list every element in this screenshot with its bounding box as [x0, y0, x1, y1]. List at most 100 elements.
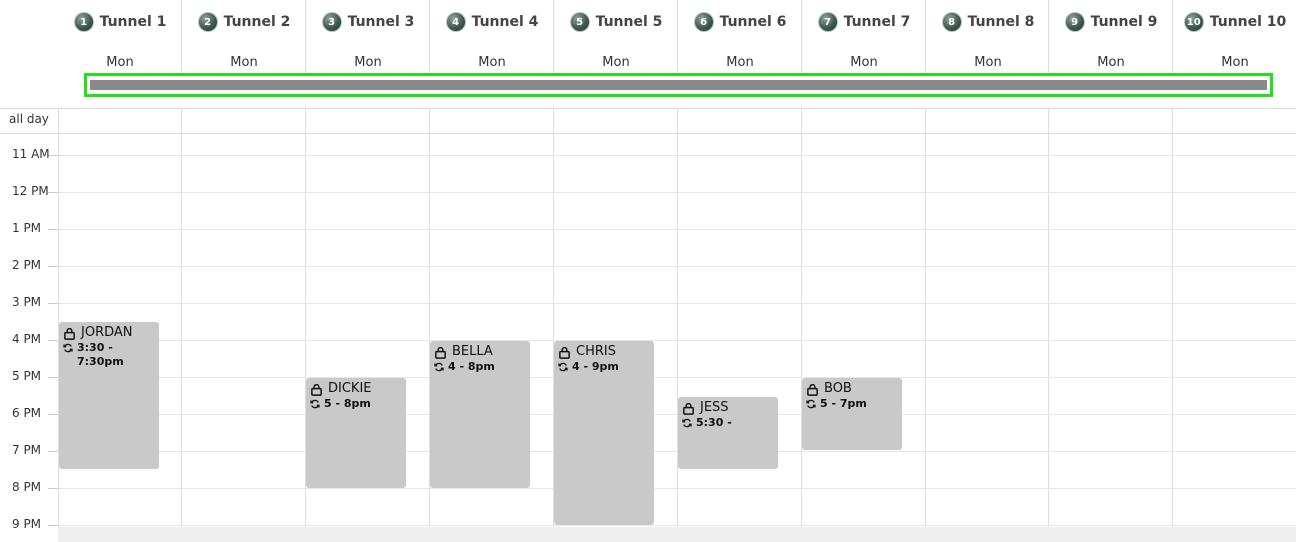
- hour-tick: [48, 377, 58, 378]
- tunnel-column-header[interactable]: 7 Tunnel 7 Mon: [802, 0, 926, 74]
- tunnel-column-header[interactable]: 9 Tunnel 9 Mon: [1049, 0, 1173, 74]
- event-time: 4 - 9pm: [572, 360, 619, 373]
- event-block[interactable]: CHRIS 4 - 9pm: [554, 341, 654, 525]
- hour-tick: [48, 451, 58, 452]
- tunnel-column-header[interactable]: 3 Tunnel 3 Mon: [306, 0, 430, 74]
- column-divider: [1048, 0, 1049, 74]
- tunnel-name: Tunnel 6: [719, 14, 787, 30]
- column-divider: [677, 0, 678, 74]
- event-time: 3:30 - 7:30pm: [77, 341, 124, 368]
- hour-gridline: [58, 340, 1296, 341]
- tunnel-number-icon: 5: [569, 12, 590, 32]
- tunnel-name: Tunnel 9: [1090, 14, 1158, 30]
- hour-gridline: [58, 451, 1296, 452]
- tunnel-name: Tunnel 8: [967, 14, 1035, 30]
- lock-icon: [683, 402, 694, 415]
- hour-label: 1 PM: [12, 221, 42, 235]
- hour-label: 9 PM: [12, 517, 42, 531]
- column-divider: [553, 0, 554, 74]
- tunnel-column-header[interactable]: 4 Tunnel 4 Mon: [430, 0, 554, 74]
- hour-label: 4 PM: [12, 332, 42, 346]
- event-title: JORDAN: [81, 325, 133, 340]
- column-divider: [925, 0, 926, 74]
- tunnel-column-header[interactable]: 5 Tunnel 5 Mon: [554, 0, 678, 74]
- hour-tick: [48, 340, 58, 341]
- event-title: DICKIE: [328, 381, 372, 396]
- repeat-icon: [682, 418, 692, 428]
- day-label: Mon: [1221, 55, 1249, 70]
- event-block[interactable]: JORDAN 3:30 - 7:30pm: [59, 322, 159, 469]
- hour-gridline: [58, 266, 1296, 267]
- lock-icon: [559, 346, 570, 359]
- hour-label: 7 PM: [12, 443, 42, 457]
- column-divider: [181, 0, 182, 74]
- day-label: Mon: [1097, 55, 1125, 70]
- event-block[interactable]: DICKIE 5 - 8pm: [306, 378, 406, 488]
- hour-tick: [48, 266, 58, 267]
- hour-tick: [48, 192, 58, 193]
- hour-gridline: [58, 192, 1296, 193]
- column-divider: [925, 108, 926, 542]
- event-block[interactable]: BOB 5 - 7pm: [802, 378, 902, 450]
- all-day-label: all day: [9, 112, 49, 126]
- tunnel-number-icon: 10: [1183, 12, 1204, 32]
- repeat-icon: [63, 343, 73, 353]
- event-block[interactable]: BELLA 4 - 8pm: [430, 341, 530, 488]
- column-divider: [1172, 0, 1173, 74]
- hour-gridline: [58, 229, 1296, 230]
- lock-icon: [807, 383, 818, 396]
- hour-label: 3 PM: [12, 295, 42, 309]
- hour-gridline: [58, 525, 1296, 526]
- gridline: [0, 108, 1296, 109]
- column-divider: [429, 0, 430, 74]
- repeat-icon: [558, 362, 568, 372]
- hour-gridline: [58, 377, 1296, 378]
- tunnel-number-icon: 9: [1064, 12, 1085, 32]
- hour-label: 6 PM: [12, 406, 42, 420]
- lock-icon: [64, 327, 75, 340]
- tunnel-number-icon: 8: [941, 12, 962, 32]
- resource-header: 1 Tunnel 1 Mon 2 Tunnel 2 Mon 3 Tunnel 3 Mo…: [0, 0, 1296, 108]
- tunnel-number-icon: 7: [817, 12, 838, 32]
- column-divider: [801, 108, 802, 542]
- hour-gridline: [58, 155, 1296, 156]
- event-title: BOB: [824, 381, 852, 396]
- tunnel-column-header[interactable]: 1 Tunnel 1 Mon: [58, 0, 182, 74]
- day-label: Mon: [478, 55, 506, 70]
- hour-tick: [48, 525, 58, 526]
- event-block[interactable]: JESS 5:30 -: [678, 397, 778, 469]
- tunnel-column-header[interactable]: 2 Tunnel 2 Mon: [182, 0, 306, 74]
- event-title: BELLA: [452, 344, 493, 359]
- column-divider: [305, 0, 306, 74]
- column-divider: [677, 108, 678, 542]
- hour-label: 12 PM: [12, 184, 49, 198]
- tunnel-column-header[interactable]: 10 Tunnel 10 Mon: [1173, 0, 1296, 74]
- tunnel-column-header[interactable]: 6 Tunnel 6 Mon: [678, 0, 802, 74]
- hour-label: 5 PM: [12, 369, 42, 383]
- repeat-icon: [806, 399, 816, 409]
- day-label: Mon: [106, 55, 134, 70]
- day-label: Mon: [850, 55, 878, 70]
- column-divider: [181, 108, 182, 542]
- event-time: 5 - 8pm: [324, 397, 371, 410]
- column-divider: [58, 108, 59, 542]
- lock-icon: [435, 346, 446, 359]
- hour-label: 11 AM: [12, 147, 50, 161]
- tunnel-name: Tunnel 4: [471, 14, 539, 30]
- event-title: JESS: [700, 400, 729, 415]
- day-label: Mon: [974, 55, 1002, 70]
- tunnel-number-icon: 1: [73, 12, 94, 32]
- grid-bottom-band: [58, 527, 1296, 542]
- hour-label: 2 PM: [12, 258, 42, 272]
- highlighted-date-range-bar[interactable]: [84, 73, 1273, 97]
- day-label: Mon: [230, 55, 258, 70]
- tunnel-number-icon: 3: [321, 12, 342, 32]
- tunnel-name: Tunnel 7: [843, 14, 911, 30]
- day-label: Mon: [602, 55, 630, 70]
- tunnel-column-header[interactable]: 8 Tunnel 8 Mon: [926, 0, 1050, 74]
- tunnel-number-icon: 6: [693, 12, 714, 32]
- day-label: Mon: [354, 55, 382, 70]
- event-title: CHRIS: [576, 344, 616, 359]
- tunnel-number-icon: 4: [445, 12, 466, 32]
- column-divider: [801, 0, 802, 74]
